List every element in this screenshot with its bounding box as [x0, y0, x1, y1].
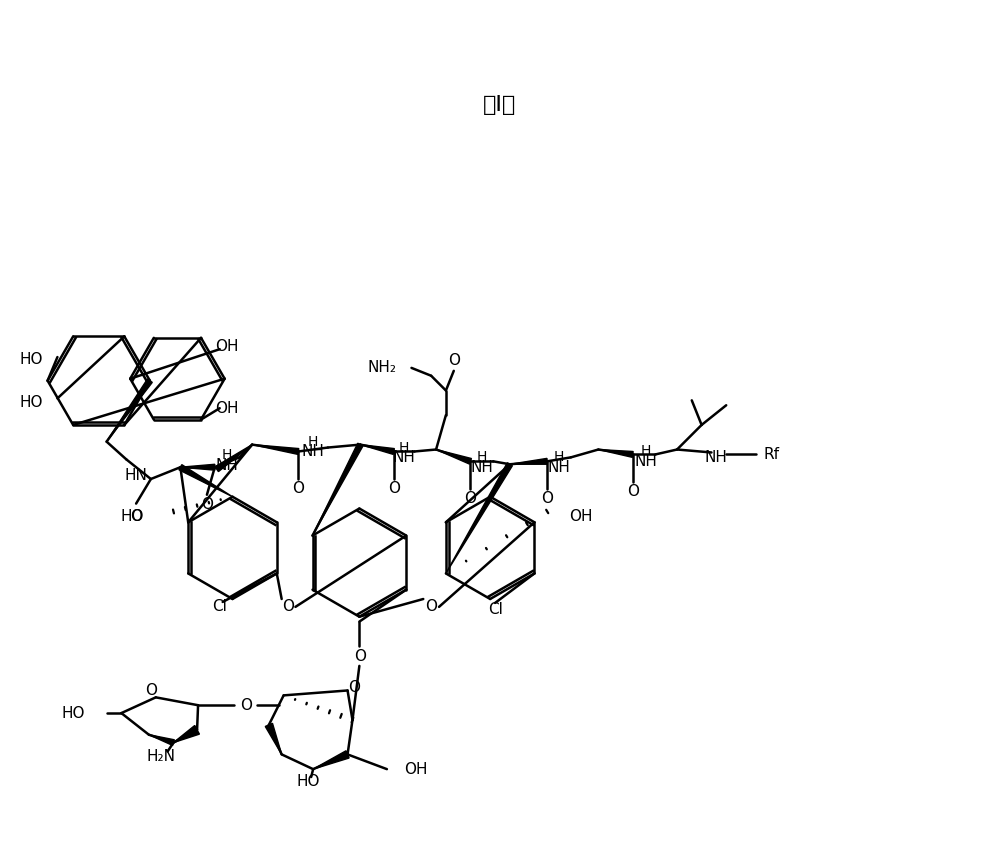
Text: H: H: [308, 435, 318, 448]
Polygon shape: [265, 723, 282, 754]
Text: Cl: Cl: [488, 602, 503, 617]
Text: H: H: [477, 451, 487, 464]
Text: O: O: [130, 509, 142, 524]
Polygon shape: [510, 458, 547, 464]
Text: NH: NH: [471, 460, 494, 474]
Text: O: O: [354, 648, 366, 664]
Text: O: O: [201, 497, 213, 512]
Polygon shape: [180, 464, 215, 470]
Text: H: H: [640, 445, 651, 458]
Text: H₂N: H₂N: [146, 748, 175, 764]
Text: H: H: [221, 448, 232, 463]
Text: O: O: [627, 484, 639, 500]
Text: O: O: [388, 481, 400, 496]
Text: O: O: [425, 600, 437, 615]
Text: HO: HO: [19, 394, 43, 410]
Polygon shape: [149, 735, 174, 745]
Text: O: O: [348, 680, 360, 695]
Polygon shape: [360, 445, 394, 454]
Polygon shape: [107, 379, 152, 442]
Text: HO: HO: [120, 509, 144, 524]
Polygon shape: [436, 449, 471, 464]
Text: Rf: Rf: [764, 447, 780, 462]
Text: O: O: [240, 698, 252, 712]
Polygon shape: [173, 726, 199, 743]
Polygon shape: [179, 464, 232, 497]
Text: O: O: [145, 683, 157, 698]
Text: O: O: [448, 353, 460, 368]
Text: H: H: [554, 451, 564, 464]
Text: HN: HN: [125, 468, 148, 483]
Polygon shape: [215, 445, 252, 472]
Text: HO: HO: [61, 706, 85, 721]
Polygon shape: [446, 463, 512, 574]
Text: OH: OH: [215, 339, 238, 354]
Text: NH: NH: [392, 450, 415, 465]
Text: NH: NH: [705, 450, 728, 465]
Polygon shape: [598, 449, 633, 458]
Text: OH: OH: [405, 762, 428, 776]
Text: HO: HO: [19, 352, 43, 367]
Text: HO: HO: [296, 775, 320, 790]
Text: OH: OH: [215, 400, 238, 415]
Text: O: O: [283, 600, 295, 615]
Text: NH: NH: [548, 460, 570, 474]
Polygon shape: [313, 751, 349, 770]
Polygon shape: [313, 443, 363, 536]
Text: OH: OH: [569, 509, 592, 524]
Text: O: O: [541, 491, 553, 506]
Text: O: O: [292, 481, 304, 496]
Text: NH: NH: [302, 444, 325, 459]
Text: （I）: （I）: [483, 95, 517, 115]
Polygon shape: [252, 445, 299, 454]
Text: NH: NH: [215, 458, 238, 473]
Text: NH: NH: [634, 454, 657, 468]
Text: O: O: [464, 491, 476, 506]
Text: Cl: Cl: [212, 600, 227, 615]
Text: H: H: [398, 441, 409, 454]
Text: NH₂: NH₂: [368, 361, 397, 375]
